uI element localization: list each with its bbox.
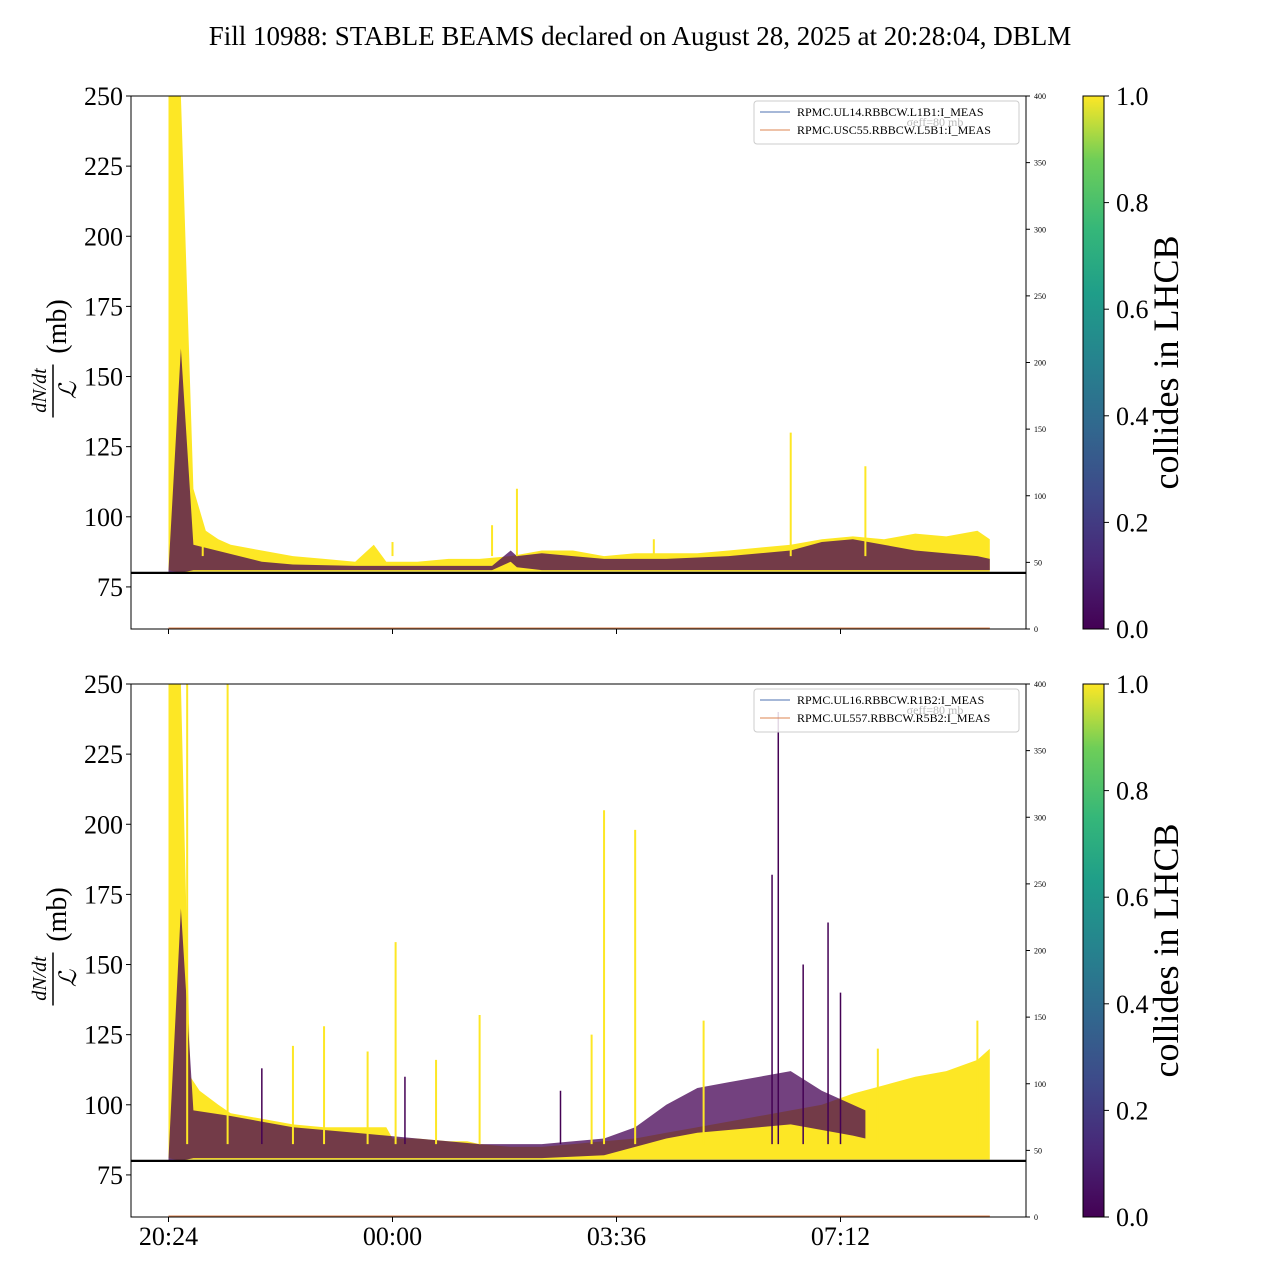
- colorbar-gradient: [1082, 683, 1105, 1218]
- right-tick-label: 0: [1034, 625, 1038, 634]
- top-panel: 75 100 125 150 175 200 225 250 0 50 100 150 200 250 30…: [29, 82, 1186, 644]
- plot-area: [168, 684, 990, 1161]
- band-non-colliding: [168, 908, 866, 1161]
- right-tick-label: 300: [1034, 225, 1046, 234]
- colorbar-label: collides in LHCB: [1146, 236, 1186, 490]
- y-tick-label: 100: [84, 503, 123, 532]
- y-label-denominator: ℒ: [56, 969, 82, 987]
- colorbar: 0.0 0.2 0.4 0.6 0.8 1.0 collides in LHCB: [1082, 82, 1186, 644]
- chart-title: Fill 10988: STABLE BEAMS declared on Aug…: [209, 21, 1072, 51]
- x-tick-label: 03:36: [587, 1222, 646, 1251]
- right-tick-label: 250: [1034, 880, 1046, 889]
- right-tick-label: 350: [1034, 159, 1046, 168]
- colorbar-tick-label: 1.0: [1116, 670, 1149, 699]
- x-tick-label: 20:24: [139, 1222, 198, 1251]
- y-tick-label: 125: [84, 433, 123, 462]
- y-tick-label: 175: [84, 292, 123, 321]
- right-tick-label: 200: [1034, 359, 1046, 368]
- y-axis-label: dN/dt ℒ (mb): [29, 887, 82, 1006]
- y-tick-label: 150: [84, 363, 123, 392]
- right-tick-label: 400: [1034, 680, 1046, 689]
- right-tick-label: 50: [1034, 558, 1042, 567]
- right-tick-label: 100: [1034, 492, 1046, 501]
- y-label-unit: (mb): [42, 887, 73, 941]
- legend-background-text: σeff=80 mb: [907, 115, 964, 129]
- right-tick-label: 250: [1034, 292, 1046, 301]
- y-tick-label: 200: [84, 222, 123, 251]
- colorbar-tick-label: 0.2: [1116, 1096, 1149, 1125]
- colorbar-tick-label: 0.8: [1116, 189, 1149, 218]
- colorbar-tick-label: 0.4: [1116, 990, 1149, 1019]
- colorbar-tick-label: 0.0: [1116, 615, 1149, 644]
- legend-background-text: σeff=80 mb: [907, 703, 964, 717]
- legend-entry: RPMC.UL14.RBBCW.L1B1:I_MEAS: [797, 105, 984, 119]
- y-axis-label: dN/dt ℒ (mb): [29, 299, 82, 418]
- colorbar-tick-label: 1.0: [1116, 82, 1149, 111]
- colorbar-tick-label: 0.8: [1116, 777, 1149, 806]
- right-tick-label: 100: [1034, 1080, 1046, 1089]
- right-tick-label: 50: [1034, 1146, 1042, 1155]
- colorbar-tick-label: 0.2: [1116, 508, 1149, 537]
- colorbar-tick-label: 0.6: [1116, 295, 1149, 324]
- y-label-numerator: dN/dt: [29, 368, 51, 413]
- legend-entry: RPMC.USC55.RBBCW.L5B1:I_MEAS: [797, 123, 991, 137]
- colorbar-gradient: [1082, 95, 1105, 630]
- colorbar-label: collides in LHCB: [1146, 824, 1186, 1078]
- right-tick-label: 400: [1034, 92, 1046, 101]
- right-tick-label: 150: [1034, 1013, 1046, 1022]
- y-tick-label: 150: [84, 951, 123, 980]
- colorbar: 0.0 0.2 0.4 0.6 0.8 1.0 collides in LHCB: [1082, 670, 1186, 1232]
- y-tick-label: 75: [97, 1161, 123, 1190]
- y-tick-label: 200: [84, 810, 123, 839]
- x-tick-label: 07:12: [811, 1222, 870, 1251]
- y-tick-label: 175: [84, 880, 123, 909]
- right-tick-label: 350: [1034, 747, 1046, 756]
- right-tick-label: 0: [1034, 1213, 1038, 1222]
- x-tick-label: 00:00: [363, 1222, 422, 1251]
- y-tick-label: 100: [84, 1091, 123, 1120]
- colorbar-tick-label: 0.6: [1116, 883, 1149, 912]
- y-tick-label: 225: [84, 740, 123, 769]
- right-tick-label: 200: [1034, 947, 1046, 956]
- y-tick-label: 250: [84, 82, 123, 111]
- legend-box: [753, 688, 1020, 733]
- right-tick-label: 300: [1034, 813, 1046, 822]
- band-non-colliding: [168, 348, 990, 573]
- y-label-denominator: ℒ: [56, 381, 82, 399]
- y-tick-label: 250: [84, 670, 123, 699]
- y-tick-label: 75: [97, 573, 123, 602]
- band-collides: [168, 96, 990, 573]
- legend-entry: RPMC.UL16.RBBCW.R1B2:I_MEAS: [797, 693, 984, 707]
- bottom-panel: 75 100 125 150 175 200 225 250 0 50 100 150 200 250 30…: [29, 670, 1186, 1251]
- plot-area: [168, 96, 990, 573]
- legend-entry: RPMC.UL557.RBBCW.R5B2:I_MEAS: [797, 711, 990, 725]
- legend-box: [753, 100, 1020, 145]
- y-tick-label: 125: [84, 1021, 123, 1050]
- right-tick-label: 150: [1034, 425, 1046, 434]
- band-collides: [168, 684, 990, 1161]
- colorbar-tick-label: 0.4: [1116, 402, 1149, 431]
- y-tick-label: 225: [84, 152, 123, 181]
- colorbar-tick-label: 0.0: [1116, 1203, 1149, 1232]
- y-label-numerator: dN/dt: [29, 956, 51, 1001]
- y-label-unit: (mb): [42, 299, 73, 353]
